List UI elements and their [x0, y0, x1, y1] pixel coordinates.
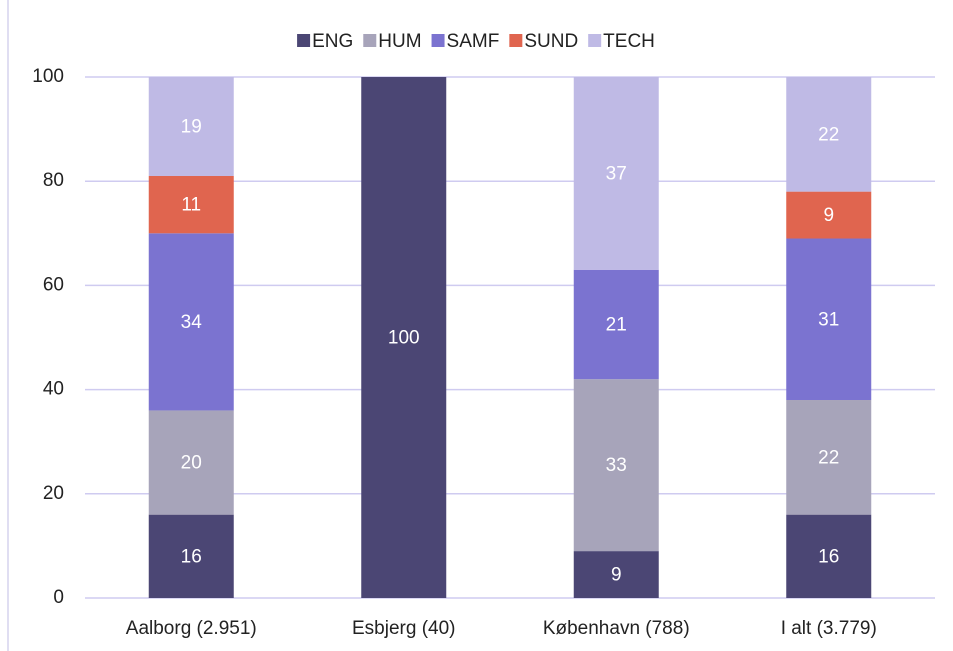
- bar-segment: [786, 77, 872, 192]
- data-label: 11: [181, 195, 201, 216]
- bar-segment: [786, 514, 872, 598]
- data-label: 9: [611, 565, 622, 586]
- bar-segment: [573, 269, 659, 380]
- x-tick-label: Esbjerg (40): [352, 618, 456, 639]
- data-label: 22: [818, 447, 839, 468]
- data-label: 37: [606, 163, 627, 184]
- legend-swatch: [588, 34, 602, 47]
- bar-segment: [786, 191, 872, 239]
- legend-swatch: [431, 34, 445, 47]
- y-tick-label: 20: [43, 483, 64, 504]
- data-label: 22: [818, 124, 839, 145]
- legend: ENG HUM SAMF SUND TECH: [297, 31, 655, 52]
- bar-segment: [573, 77, 659, 270]
- data-label: 20: [181, 453, 202, 474]
- bar-segment: [361, 77, 447, 598]
- data-label: 100: [388, 328, 420, 349]
- legend-label: TECH: [603, 31, 655, 52]
- y-tick-label: 60: [43, 274, 64, 295]
- bar-segment: [786, 238, 872, 401]
- legend-label: HUM: [378, 31, 421, 52]
- legend-label: SAMF: [447, 31, 500, 52]
- data-label: 9: [823, 205, 834, 226]
- x-tick-label: København (788): [543, 618, 690, 639]
- bar-segment: [148, 514, 234, 598]
- legend-swatch: [297, 34, 311, 47]
- data-label: 21: [606, 314, 627, 335]
- bar-segment: [148, 410, 234, 515]
- bar-segment: [148, 233, 234, 411]
- data-label: 34: [181, 312, 203, 333]
- legend-item: SAMF: [431, 31, 500, 52]
- data-label: 16: [818, 546, 839, 567]
- bar-segment: [786, 400, 872, 515]
- data-label: 31: [818, 309, 839, 330]
- legend-item: ENG: [297, 31, 353, 52]
- y-tick-label: 80: [43, 170, 64, 191]
- legend-label: SUND: [524, 31, 578, 52]
- data-label: 33: [606, 455, 627, 476]
- legend-swatch: [509, 34, 523, 47]
- legend-item: HUM: [363, 31, 422, 52]
- x-tick-label: I alt (3.779): [781, 618, 877, 639]
- x-tick-label: Aalborg (2.951): [126, 618, 257, 639]
- legend-swatch: [363, 34, 377, 47]
- data-label: 16: [181, 546, 202, 567]
- legend-item: SUND: [509, 31, 578, 52]
- bar-segment: [148, 175, 234, 234]
- bar-segment: [148, 77, 234, 176]
- y-tick-label: 40: [43, 379, 64, 400]
- legend-label: ENG: [312, 31, 353, 52]
- y-tick-label: 100: [32, 66, 64, 87]
- legend-item: TECH: [588, 31, 655, 52]
- bar-segment: [573, 551, 659, 598]
- bar-segment: [573, 379, 659, 552]
- data-label: 19: [181, 117, 202, 138]
- y-tick-label: 0: [53, 587, 64, 608]
